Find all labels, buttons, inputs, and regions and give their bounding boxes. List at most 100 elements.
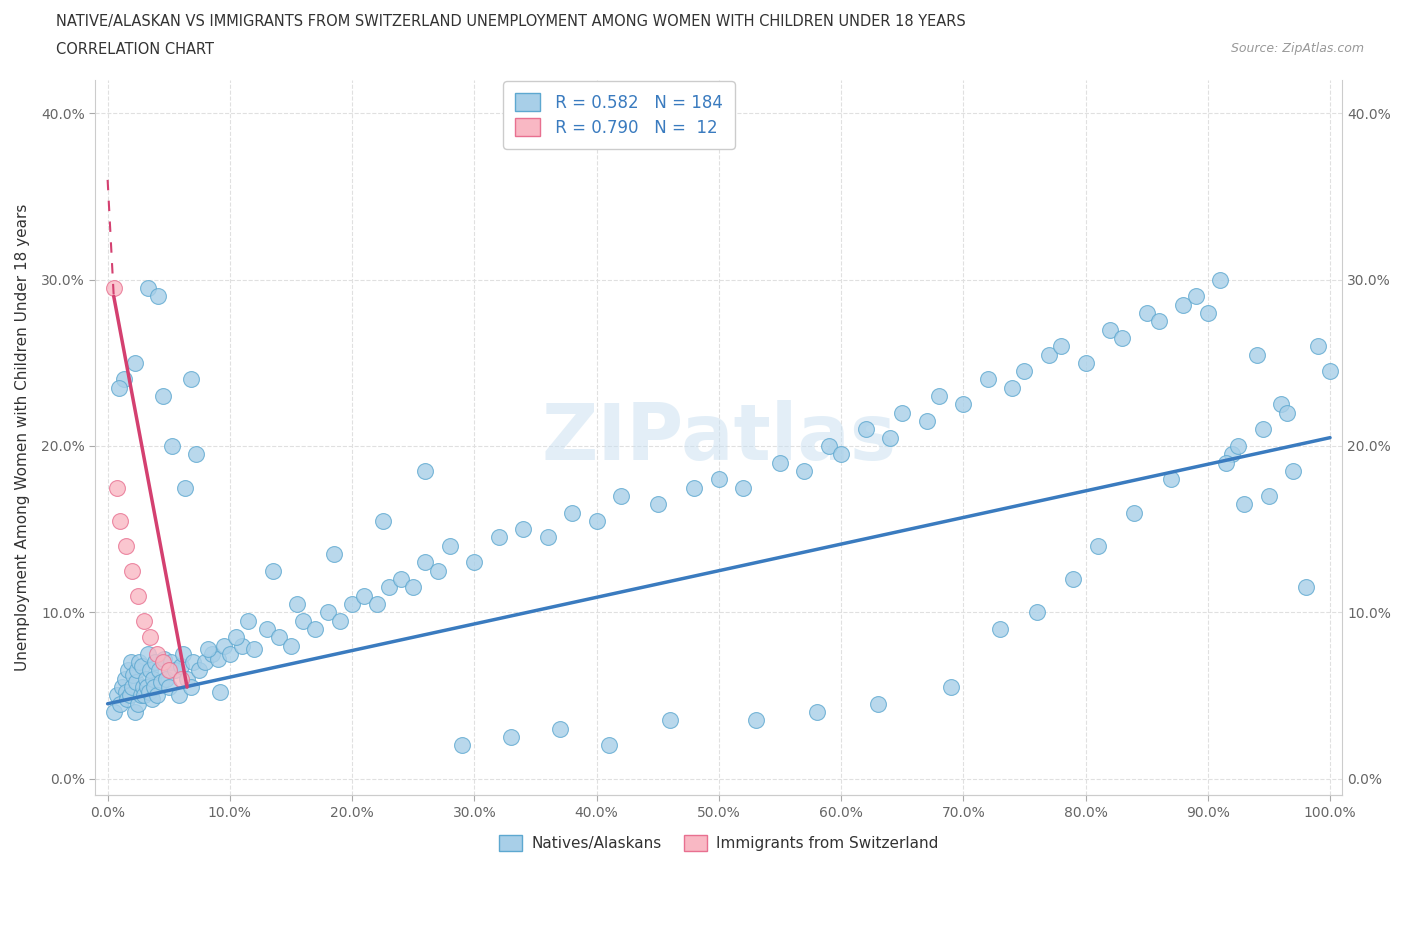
Point: [200, 646, 222, 661]
Point: [181, 655, 204, 670]
Point: [439, 538, 461, 553]
Point: [243, 642, 266, 657]
Point: [1215, 455, 1237, 470]
Point: [207, 651, 229, 666]
Point: [170, 658, 193, 673]
Point: [1014, 364, 1036, 379]
Point: [162, 439, 184, 454]
Point: [855, 422, 877, 437]
Point: [145, 646, 167, 661]
Point: [138, 684, 160, 699]
Point: [115, 538, 138, 553]
Point: [1233, 497, 1256, 512]
Point: [1136, 305, 1159, 320]
Point: [402, 580, 425, 595]
Point: [329, 613, 352, 628]
Y-axis label: Unemployment Among Women with Children Under 18 years: Unemployment Among Women with Children U…: [15, 204, 30, 671]
Point: [1111, 330, 1133, 345]
Legend: Natives/Alaskans, Immigrants from Switzerland: Natives/Alaskans, Immigrants from Switze…: [491, 827, 946, 859]
Point: [120, 655, 142, 670]
Point: [292, 613, 315, 628]
Point: [115, 684, 138, 699]
Point: [142, 671, 165, 686]
Point: [167, 688, 190, 703]
Point: [1319, 364, 1341, 379]
Point: [977, 372, 1000, 387]
Point: [209, 684, 232, 699]
Point: [488, 530, 510, 545]
Point: [426, 564, 449, 578]
Point: [378, 580, 401, 595]
Point: [225, 630, 247, 644]
Point: [107, 380, 129, 395]
Point: [818, 439, 841, 454]
Point: [683, 480, 706, 495]
Point: [231, 638, 253, 653]
Point: [658, 713, 681, 728]
Point: [285, 596, 308, 611]
Point: [163, 663, 186, 678]
Point: [1251, 422, 1274, 437]
Point: [1306, 339, 1329, 353]
Point: [103, 705, 125, 720]
Point: [733, 480, 755, 495]
Point: [1074, 355, 1097, 370]
Point: [891, 405, 914, 420]
Point: [153, 651, 176, 666]
Text: Source: ZipAtlas.com: Source: ZipAtlas.com: [1230, 42, 1364, 55]
Point: [1277, 405, 1299, 420]
Point: [1098, 322, 1121, 337]
Point: [118, 688, 141, 703]
Point: [1087, 538, 1109, 553]
Point: [115, 691, 138, 706]
Point: [197, 642, 219, 657]
Point: [988, 621, 1011, 636]
Point: [173, 480, 195, 495]
Point: [124, 355, 146, 370]
Point: [184, 446, 207, 461]
Point: [415, 555, 437, 570]
Point: [267, 630, 290, 644]
Point: [952, 397, 974, 412]
Point: [124, 705, 146, 720]
Point: [316, 604, 339, 619]
Point: [136, 646, 159, 661]
Point: [107, 480, 129, 495]
Point: [112, 372, 135, 387]
Point: [1173, 298, 1195, 312]
Point: [830, 446, 852, 461]
Point: [1282, 463, 1305, 478]
Point: [1184, 289, 1206, 304]
Point: [150, 674, 173, 689]
Point: [125, 674, 148, 689]
Point: [340, 596, 363, 611]
Point: [129, 688, 152, 703]
Point: [194, 655, 217, 670]
Point: [122, 668, 145, 683]
Point: [157, 680, 180, 695]
Point: [111, 680, 134, 695]
Point: [157, 663, 180, 678]
Point: [132, 680, 155, 695]
Point: [280, 638, 302, 653]
Point: [389, 572, 412, 587]
Point: [1050, 339, 1073, 353]
Point: [121, 680, 143, 695]
Point: [866, 697, 889, 711]
Point: [1123, 505, 1146, 520]
Point: [212, 638, 235, 653]
Point: [1147, 313, 1170, 328]
Point: [125, 663, 148, 678]
Point: [353, 588, 375, 603]
Point: [939, 680, 962, 695]
Point: [463, 555, 485, 570]
Point: [371, 513, 394, 528]
Point: [1258, 488, 1281, 503]
Point: [114, 671, 136, 686]
Point: [1038, 347, 1060, 362]
Point: [131, 658, 153, 673]
Point: [141, 691, 163, 706]
Point: [322, 547, 344, 562]
Point: [139, 630, 162, 644]
Text: NATIVE/ALASKAN VS IMMIGRANTS FROM SWITZERLAND UNEMPLOYMENT AMONG WOMEN WITH CHIL: NATIVE/ALASKAN VS IMMIGRANTS FROM SWITZE…: [56, 14, 966, 29]
